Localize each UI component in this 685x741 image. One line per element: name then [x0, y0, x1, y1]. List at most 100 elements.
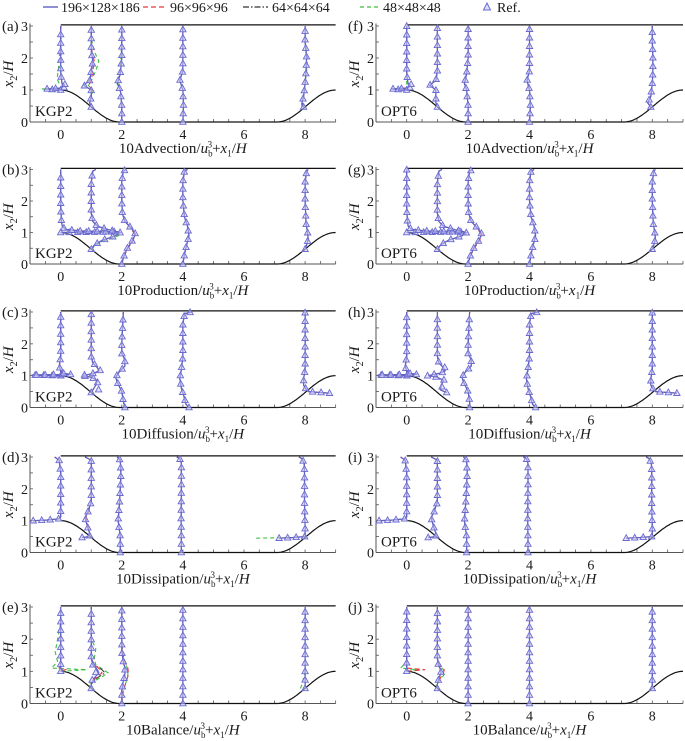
ref-triangle-marker [648, 515, 657, 523]
ref-triangle-marker [446, 234, 455, 243]
ref-triangle-marker [402, 346, 411, 355]
y-tick-label: 1 [21, 665, 28, 680]
ref-triangle-marker [115, 455, 124, 463]
ref-triangle-marker [648, 649, 657, 658]
ref-triangle-marker [118, 173, 127, 181]
ref-triangle-marker [525, 328, 534, 336]
ref-triangle-marker [525, 67, 534, 75]
ref-triangle-marker [178, 259, 187, 267]
ref-triangle-marker [464, 323, 473, 331]
y-tick-label: 0 [367, 258, 374, 273]
ref-triangle-marker [117, 606, 126, 614]
ref-triangle-marker [407, 79, 416, 88]
ref-triangle-marker [433, 196, 442, 205]
ref-triangle-marker [87, 205, 96, 213]
ref-triangle-marker [648, 177, 657, 185]
hill-wall [406, 670, 684, 705]
ref-triangle-marker [56, 355, 65, 363]
x-tick-label: 4 [179, 559, 186, 574]
ref-triangle-marker [434, 171, 443, 179]
hill-wall [60, 231, 336, 265]
ref-triangle-marker [402, 207, 411, 216]
y-title-x: x [347, 223, 363, 231]
legend-label: 64×64×64 [272, 1, 330, 16]
ref-triangle-marker [301, 211, 310, 219]
ref-triangle-marker [120, 403, 129, 411]
x-title-plus: + [212, 141, 220, 157]
x-title-u-sup: 3 [200, 721, 205, 731]
x-tick-label: 4 [526, 270, 533, 285]
ref-triangle-marker [56, 625, 65, 633]
ref-triangle-marker [116, 92, 125, 100]
ref-triangle-marker [525, 622, 534, 630]
x-tick-label: 8 [649, 414, 656, 429]
ref-triangle-marker [462, 83, 470, 91]
ref-triangle-marker [180, 209, 189, 218]
y-axis-title: x2/H [347, 60, 366, 89]
ref-triangle-marker [177, 480, 186, 488]
ref-triangle-marker [526, 201, 534, 209]
ref-triangle-marker [648, 624, 657, 632]
ref-triangle-marker [87, 326, 96, 335]
legend-item-les196: 196×128×186 [43, 1, 140, 16]
ref-triangle-marker [131, 228, 140, 237]
ref-triangle-marker [178, 67, 187, 75]
ref-triangle-marker [412, 369, 421, 378]
ref-triangle-marker [177, 497, 186, 505]
ref-triangle-marker [648, 675, 657, 683]
ref-triangle-marker [87, 34, 96, 42]
ref-triangle-marker [648, 244, 657, 252]
x-title-term: 10Balance/ [473, 723, 541, 739]
y-title-H: H [1, 60, 17, 73]
ref-triangle-marker [87, 652, 96, 660]
ref-triangle-marker [178, 117, 187, 125]
ref-triangle-marker [177, 488, 186, 496]
x-tick-label: 8 [302, 559, 309, 574]
ref-triangle-marker [427, 515, 436, 523]
ref-triangle-marker [402, 607, 411, 615]
ref-triangle-marker [176, 75, 184, 83]
ref-triangle-marker [119, 394, 127, 402]
panel-g: 0 2 4 6 80123(g)OPT6x2/H10Production/ub3+x1/… [347, 163, 684, 301]
ref-triangle-marker [433, 23, 442, 32]
ref-triangle-marker [422, 226, 431, 234]
profile-station-1 [423, 312, 451, 396]
ref-triangle-marker [177, 463, 186, 471]
ref-triangle-marker [433, 617, 442, 625]
ref-triangle-marker [117, 190, 126, 198]
ref-triangle-marker [463, 58, 472, 66]
ref-triangle-marker [647, 464, 656, 472]
ref-triangle-marker [523, 371, 531, 379]
ref-triangle-marker [530, 226, 539, 234]
profile-station-0 [377, 312, 421, 379]
ref-triangle-marker [650, 236, 659, 244]
ref-triangle-marker [178, 682, 187, 690]
x-title-term: 10Dissipation/ [463, 572, 551, 588]
profile-station-8 [648, 168, 659, 252]
ref-triangle-marker [649, 219, 658, 228]
profile-station-4 [176, 454, 186, 556]
scheme-label: KGP2 [35, 390, 73, 406]
ref-triangle-marker [88, 213, 97, 221]
ref-triangle-marker [179, 100, 188, 108]
ref-triangle-marker [465, 403, 474, 411]
ref-triangle-marker [472, 222, 481, 230]
y-title-sub: 2 [355, 657, 366, 662]
ref-triangle-marker [178, 673, 187, 681]
ref-triangle-marker [275, 533, 284, 541]
x-tick-label: 6 [241, 128, 248, 143]
y-tick-label: 3 [21, 20, 28, 35]
ref-triangle-marker [125, 222, 134, 230]
ref-triangle-marker [402, 338, 411, 346]
ref-triangle-marker [531, 403, 540, 411]
series-les196 [377, 312, 418, 377]
ref-triangle-marker [116, 548, 125, 556]
ref-triangle-marker [433, 473, 442, 481]
profile-station-1 [433, 168, 471, 252]
ref-triangle-marker [84, 507, 92, 515]
ref-triangle-marker [118, 207, 127, 215]
ref-triangle-marker [29, 516, 38, 524]
ref-triangle-marker [117, 182, 126, 190]
x-title-u: u [202, 283, 210, 299]
ref-triangle-marker [93, 378, 102, 386]
